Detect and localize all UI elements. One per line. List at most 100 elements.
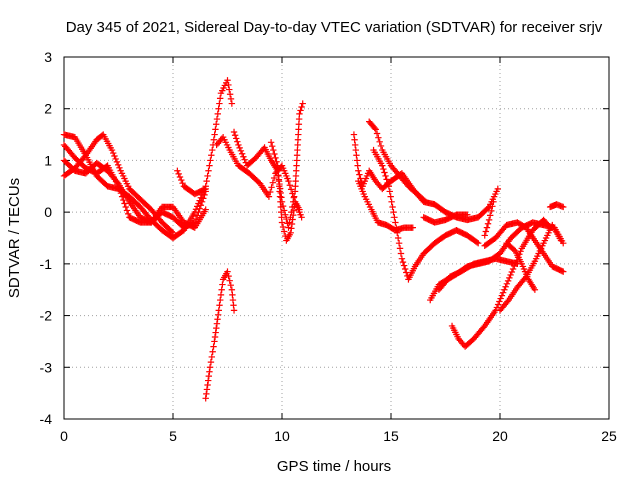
data-point [233, 135, 240, 142]
data-point [227, 281, 234, 289]
data-point [485, 216, 493, 224]
data-point [176, 173, 184, 181]
data-point [509, 265, 517, 273]
chart-title: Day 345 of 2021, Sidereal Day-to-day VTE… [66, 19, 603, 36]
data-point [488, 207, 495, 215]
data-point [203, 177, 210, 185]
data-point [484, 220, 492, 227]
data-point [235, 141, 242, 149]
data-point [213, 121, 220, 128]
data-point [473, 239, 481, 246]
series-arc-n [420, 211, 471, 226]
data-point [390, 208, 397, 216]
data-point [215, 307, 222, 314]
data-point [290, 193, 298, 200]
data-point [483, 224, 491, 231]
data-point [352, 146, 360, 154]
series-arc-t [503, 239, 539, 293]
x-tick-label: 20 [492, 428, 508, 444]
data-point [194, 212, 201, 219]
data-point [396, 245, 404, 252]
data-point [230, 307, 238, 314]
data-point [209, 146, 216, 154]
data-point [280, 228, 288, 235]
data-point [226, 86, 233, 93]
data-point [503, 280, 511, 288]
data-point [277, 189, 284, 197]
data-point [560, 203, 567, 211]
data-point [214, 311, 222, 319]
data-point [464, 211, 471, 218]
data-point [278, 194, 285, 201]
data-point [379, 162, 386, 169]
data-point [205, 372, 213, 380]
x-tick-label: 25 [601, 428, 617, 444]
data-point [228, 100, 236, 107]
data-point [494, 185, 502, 193]
data-point [392, 219, 399, 226]
data-point [206, 364, 214, 371]
data-point [288, 225, 295, 232]
data-point [279, 223, 287, 231]
data-point [287, 229, 294, 237]
data-point [380, 165, 387, 173]
data-point [211, 333, 219, 341]
y-axis-title: SDTVAR / TECUs [6, 178, 23, 298]
data-point [206, 368, 213, 375]
data-point [268, 184, 275, 191]
data-point [511, 262, 518, 270]
x-axis-title: GPS time / hours [277, 458, 391, 475]
data-point [213, 115, 221, 123]
data-point [506, 274, 513, 282]
data-point [210, 343, 217, 350]
data-point [236, 144, 243, 152]
data-point [213, 320, 221, 327]
data-point [231, 132, 239, 139]
data-point [217, 296, 224, 304]
data-point [421, 197, 428, 204]
data-point [238, 150, 246, 157]
data-point [299, 100, 306, 107]
data-point [531, 286, 539, 293]
data-point [285, 177, 292, 185]
data-point [377, 142, 385, 150]
data-point [270, 146, 277, 154]
series-arc-u [546, 201, 567, 211]
data-point [494, 301, 502, 308]
data-point [484, 204, 492, 212]
data-point [395, 239, 403, 247]
data-point [227, 95, 235, 103]
data-point [269, 179, 277, 186]
data-point [354, 162, 361, 169]
data-point [121, 200, 128, 207]
data-point [179, 179, 186, 187]
data-point [213, 324, 220, 332]
data-point [209, 348, 216, 355]
data-point [355, 167, 362, 174]
series-arc-d [60, 157, 209, 231]
data-point [267, 139, 275, 146]
data-point [211, 131, 218, 138]
data-point [397, 250, 405, 257]
data-point [490, 198, 497, 205]
data-point [267, 188, 274, 196]
data-point [270, 174, 278, 182]
series-arc-f [174, 167, 209, 198]
data-point [204, 381, 211, 389]
series-arc-e [202, 268, 238, 402]
data-point [372, 126, 379, 133]
data-point [351, 136, 358, 143]
data-point [482, 228, 490, 235]
data-point [208, 353, 216, 361]
series-arc-r [481, 219, 567, 275]
x-tick-label: 0 [60, 428, 68, 444]
series-arc-a [60, 77, 236, 242]
plot-frame [63, 56, 610, 420]
data-point [204, 377, 212, 384]
data-point [271, 150, 278, 158]
data-point [499, 289, 507, 296]
data-point [510, 246, 518, 254]
data-point [200, 195, 207, 202]
data-point [384, 179, 391, 187]
data-point [210, 136, 218, 143]
